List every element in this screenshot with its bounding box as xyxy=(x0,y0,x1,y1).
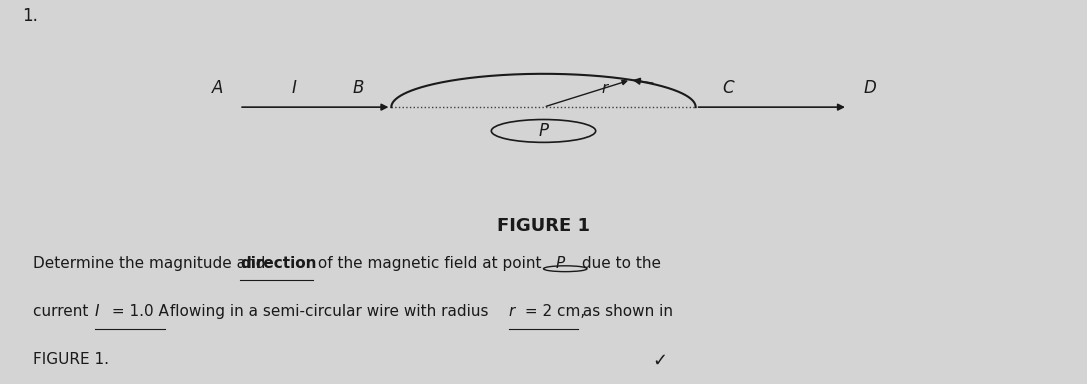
Text: ✓: ✓ xyxy=(652,352,667,370)
Text: I: I xyxy=(291,79,296,97)
Text: FIGURE 1.: FIGURE 1. xyxy=(33,352,109,367)
Text: C: C xyxy=(723,79,734,97)
Text: FIGURE 1: FIGURE 1 xyxy=(497,217,590,235)
Text: of the magnetic field at point: of the magnetic field at point xyxy=(313,256,547,271)
Text: r: r xyxy=(601,81,608,96)
Text: current: current xyxy=(33,304,92,319)
Text: B: B xyxy=(353,79,364,97)
Text: due to the: due to the xyxy=(577,256,661,271)
Text: P: P xyxy=(538,122,549,140)
Text: r: r xyxy=(509,304,515,319)
Text: I: I xyxy=(95,304,99,319)
Text: P: P xyxy=(555,256,565,271)
Text: Determine the magnitude and: Determine the magnitude and xyxy=(33,256,270,271)
Text: direction: direction xyxy=(240,256,316,271)
Text: D: D xyxy=(863,79,876,97)
Text: = 1.0 A: = 1.0 A xyxy=(107,304,168,319)
Text: A: A xyxy=(212,79,223,97)
Text: flowing in a semi-circular wire with radius: flowing in a semi-circular wire with rad… xyxy=(165,304,493,319)
Text: 1.: 1. xyxy=(22,7,38,25)
Text: as shown in: as shown in xyxy=(578,304,673,319)
Text: = 2 cm,: = 2 cm, xyxy=(520,304,585,319)
